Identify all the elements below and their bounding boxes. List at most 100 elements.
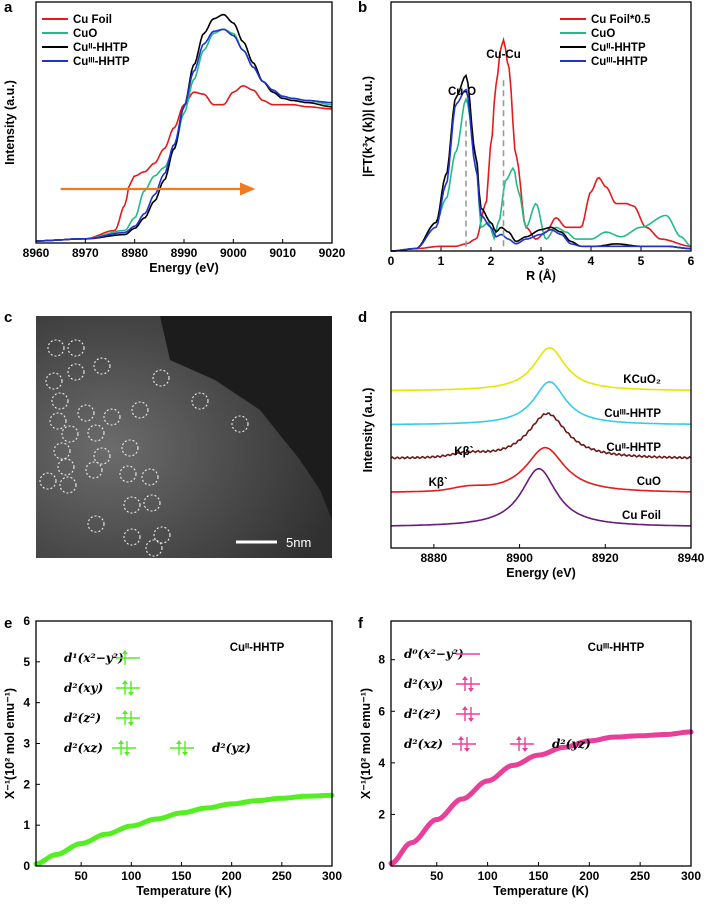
panel-f-chart: 50 100 150 200 250 300 0 2 4 6 8 Temperature (K) X⁻¹… bbox=[359, 620, 701, 898]
panel-f-x-tick-label: 250 bbox=[630, 869, 650, 883]
panel-a-x-tick-label: 8990 bbox=[171, 246, 198, 260]
panel-b-x-tick-label: 3 bbox=[538, 254, 545, 268]
panel-e-x-tick-label: 300 bbox=[322, 869, 342, 883]
atom-marker-circle bbox=[119, 465, 137, 483]
panel-e-electron-down-head bbox=[124, 752, 130, 756]
panel-e-y-tick-label: 1 bbox=[23, 818, 30, 832]
panel-e-y-tick-label: 0 bbox=[23, 859, 30, 873]
panel-e-x-tick-label: 200 bbox=[222, 869, 242, 883]
atom-marker-circle bbox=[123, 496, 141, 514]
panel-e-electron-up-head bbox=[176, 740, 182, 744]
panel-a-chart: 8960 8970 8980 8990 9000 9010 9020 Energy (eV) I… bbox=[3, 1, 346, 275]
panel-label-b: b bbox=[358, 0, 367, 16]
atom-marker-circle bbox=[57, 458, 75, 476]
panel-d-series-line bbox=[391, 467, 692, 527]
atom-marker-circle bbox=[191, 392, 209, 410]
panel-e-chart: 50 100 150 200 250 300 0 1 2 3 4 5 6 Temperature (K) X… bbox=[3, 614, 342, 898]
panel-b-chart: Cu-O Cu-Cu 0 1 2 3 4 5 6 R (Å) |FT(k³χ (k))| (a.u.… bbox=[361, 1, 695, 283]
panel-f-x-tick-label: 300 bbox=[681, 869, 701, 883]
panel-e-data-curve bbox=[33, 792, 335, 867]
panel-a-x-tick-label: 8970 bbox=[72, 246, 99, 260]
panel-d-series-label: Cu Foil bbox=[622, 510, 661, 522]
panel-f-electron-down-head bbox=[468, 688, 474, 692]
panel-d-series-label: Cuᴵᴵ-HHTP bbox=[606, 442, 661, 454]
panel-f-x-tick-label: 200 bbox=[579, 869, 599, 883]
panel-e-orbital-label: d²(yz) bbox=[212, 741, 251, 755]
panel-label-d: d bbox=[358, 309, 367, 326]
panel-d-series-line bbox=[390, 412, 692, 460]
panel-f-electron-down-head bbox=[522, 748, 528, 752]
panel-e-electron-up-head bbox=[122, 710, 128, 714]
panel-a-legend-label: Cuᴵᴵ-HHTP bbox=[73, 42, 128, 54]
panel-a-legend-label: CuO bbox=[73, 28, 97, 40]
panel-f-y-tick-label: 0 bbox=[378, 859, 385, 873]
panel-d-series-label: CuO bbox=[637, 476, 661, 488]
panel-e-y-label: X⁻¹(10² mol emu⁻¹) bbox=[3, 688, 17, 799]
panel-e-y-tick-label: 3 bbox=[23, 737, 30, 751]
atom-marker-circle bbox=[87, 515, 105, 533]
panel-d-series-label: Cuᴵᴵᴵ-HHTP bbox=[604, 408, 661, 420]
panel-a-series-line bbox=[36, 28, 332, 242]
panel-b-annotation: Cu-O bbox=[448, 86, 476, 98]
panel-b-series-line bbox=[391, 36, 692, 252]
panel-d-x-tick-label: 8920 bbox=[592, 551, 619, 565]
scalebar-label: 5nm bbox=[286, 535, 311, 550]
atom-marker-circle bbox=[153, 526, 171, 544]
panel-b-y-label: |FT(k³χ (k))| (a.u.) bbox=[361, 76, 375, 177]
panel-f-orbital-label: d²(xy) bbox=[404, 677, 443, 691]
panel-a-legend-label: Cu Foil bbox=[73, 14, 112, 26]
panel-d-series-line bbox=[391, 346, 691, 392]
panel-f-x-label: Temperature (K) bbox=[493, 884, 589, 898]
panel-a-legend-label: Cuᴵᴵᴵ-HHTP bbox=[73, 56, 130, 68]
atom-marker-circle bbox=[85, 461, 103, 479]
panel-b-annotation: Cu-Cu bbox=[486, 49, 521, 61]
panel-e-sample-label: Cuᴵᴵ-HHTP bbox=[230, 642, 285, 654]
panel-b-legend-label: Cu Foil*0.5 bbox=[591, 14, 651, 26]
panel-a-x-tick-label: 8960 bbox=[23, 246, 50, 260]
panel-d-peak-label: Kβ` bbox=[454, 446, 473, 458]
panel-b-x-tick-label: 0 bbox=[388, 254, 395, 268]
panel-e-electron-up-head bbox=[122, 650, 128, 654]
panel-e-y-tick-label: 4 bbox=[23, 696, 30, 710]
panel-b-legend-label: CuO bbox=[591, 28, 615, 40]
atom-marker-circle bbox=[131, 401, 149, 419]
panel-f-orbital-label: d²(xz) bbox=[404, 737, 443, 751]
panel-e-electron-up-head bbox=[122, 680, 128, 684]
atom-marker-circle bbox=[45, 372, 63, 390]
panel-f-electron-down-head bbox=[464, 748, 470, 752]
atom-marker-circle bbox=[145, 539, 163, 557]
panel-b-legend-label: Cuᴵᴵ-HHTP bbox=[591, 42, 646, 54]
panel-b-x-label: R (Å) bbox=[526, 268, 556, 283]
panel-f-electron-up-head bbox=[462, 706, 468, 710]
atom-marker-circle bbox=[93, 447, 111, 465]
panel-d-x-label: Energy (eV) bbox=[506, 566, 575, 580]
atom-marker-circle bbox=[49, 412, 67, 430]
atom-marker-circle bbox=[141, 468, 159, 486]
panel-f-electron-up-head bbox=[462, 676, 468, 680]
panel-f-sample-label: Cuᴵᴵᴵ-HHTP bbox=[588, 642, 645, 654]
panel-c-micrograph: 5nm bbox=[36, 316, 332, 558]
panel-f-y-tick-label: 2 bbox=[378, 807, 385, 821]
atom-marker-circle bbox=[231, 415, 249, 433]
panel-f-orbital-label: d²(z²) bbox=[404, 707, 441, 721]
panel-label-a: a bbox=[4, 0, 13, 16]
panel-b-series-line bbox=[391, 88, 691, 252]
atom-marker-circle bbox=[123, 528, 141, 546]
panel-b-x-tick-label: 6 bbox=[688, 254, 695, 268]
atom-marker-circle bbox=[152, 369, 170, 387]
panel-e-x-tick-label: 50 bbox=[74, 869, 88, 883]
panel-e-orbital-label: d¹(x²−y²) bbox=[64, 651, 124, 665]
panel-e-x-tick-label: 250 bbox=[272, 869, 292, 883]
panel-b-series-line bbox=[391, 96, 692, 252]
panel-label-c: c bbox=[4, 309, 12, 326]
panel-e-y-tick-label: 2 bbox=[23, 777, 30, 791]
panel-d-peak-label: Kβ` bbox=[429, 477, 448, 489]
panel-e-x-label: Temperature (K) bbox=[136, 884, 232, 898]
panel-f-y-tick-label: 4 bbox=[378, 756, 385, 770]
panel-f-y-tick-label: 6 bbox=[378, 704, 385, 718]
plot-frame bbox=[390, 620, 692, 867]
panel-b-x-tick-label: 5 bbox=[638, 254, 645, 268]
panel-d-x-tick-label: 8940 bbox=[678, 551, 705, 565]
panel-e-orbital-label: d²(z²) bbox=[64, 711, 101, 725]
